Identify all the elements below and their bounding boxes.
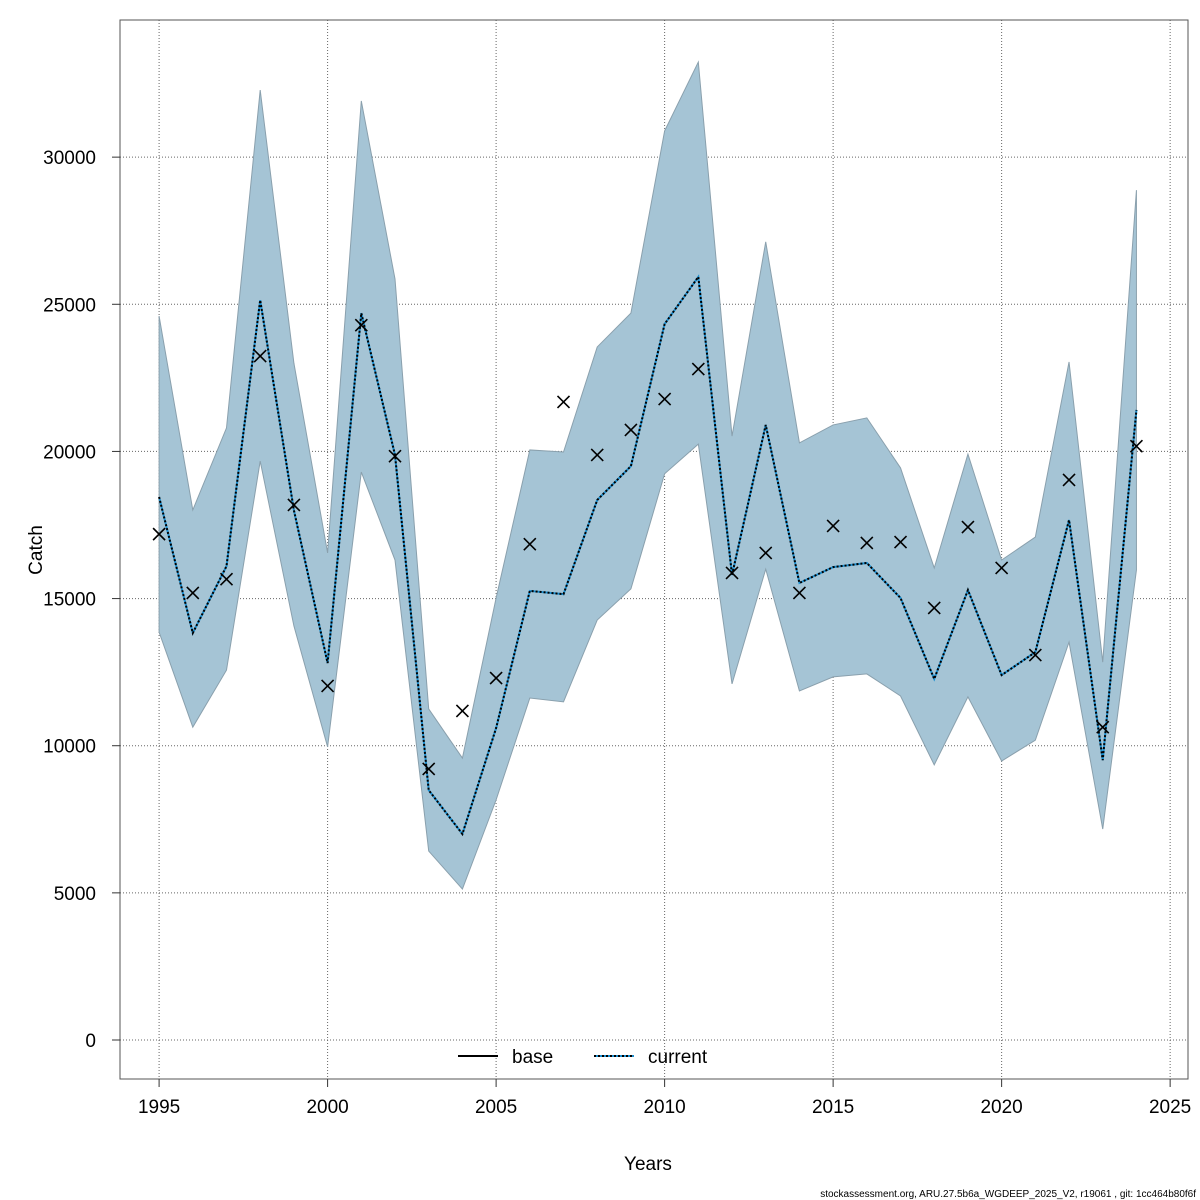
observed-point-stroke [287,498,301,512]
current-line-dots [158,274,1138,837]
observed-point [792,586,806,600]
observed-point-stroke [860,536,874,550]
observed-point [455,704,469,718]
y-tick-label: 20000 [43,442,96,463]
observed-point-stroke [219,572,234,586]
y-axis-label: Catch [26,525,47,575]
plot-frame [119,19,1189,1080]
footer-text: stockassessment.org, ARU.27.5b6a_WGDEEP_… [820,1189,1196,1200]
observed-point-stroke [725,566,739,580]
observed-point [186,586,200,600]
observed-point [927,601,941,615]
x-tick-label: 2010 [643,1097,685,1118]
observed-point-stroke [186,586,200,600]
observed-point [826,519,840,533]
observed-point [658,392,672,406]
observed-point [523,537,537,551]
x-tick-label: 2015 [812,1097,854,1118]
x-tick-label: 2020 [980,1097,1022,1118]
confidence-band [158,60,1137,890]
x-axis-label: Years [624,1154,672,1175]
observed-point-stroke [523,537,537,551]
legend: base current [458,1047,708,1068]
legend-base-label: base [512,1047,553,1068]
observed-point-stroke [489,671,503,685]
observed-point [287,498,301,512]
observed-point [489,671,503,685]
observed-point-stroke [961,520,975,534]
observed-point-stroke [388,449,402,463]
x-tick-label: 2025 [1149,1097,1191,1118]
observed-point [253,349,267,363]
observed-point-stroke [792,586,806,600]
observed-point-stroke [624,423,638,437]
observed-point [995,561,1009,575]
observed-point-stroke [1096,720,1110,734]
y-tick-label: 10000 [43,737,96,758]
observed-point [219,572,234,586]
observed-point-stroke [826,519,840,533]
observed-point [725,566,739,580]
y-axis: 0 5000 10000 15000 20000 25000 30000 [43,148,120,1052]
observed-point-stroke [691,362,705,376]
y-tick-label: 25000 [43,295,96,316]
observed-point [860,536,874,550]
observed-point [152,527,166,541]
observed-point-stroke [422,762,436,776]
observed-point-stroke [893,535,908,549]
observed-point [354,318,368,332]
observed-point-stroke [152,527,166,541]
observed-point-stroke [556,395,571,409]
observed-point [388,449,402,463]
observed-point-stroke [354,318,368,332]
observed-point-stroke [455,704,469,718]
observed-point-stroke [995,561,1009,575]
y-tick-label: 5000 [54,884,96,905]
observed-point [1129,439,1144,453]
observed-point-stroke [590,448,604,462]
observed-point [1062,473,1076,487]
legend-current-label: current [648,1047,708,1068]
observed-point [321,679,335,693]
y-tick-label: 30000 [43,148,96,169]
fitted-lines [158,274,1138,837]
y-tick-label: 15000 [43,590,96,611]
observed-point [422,762,436,776]
observed-point-stroke [1129,439,1144,453]
observed-point-stroke [1062,473,1076,487]
x-tick-label: 2005 [475,1097,517,1118]
observed-point-stroke [927,601,941,615]
observed-point-stroke [253,349,267,363]
observed-point-stroke [321,679,335,693]
observed-point [759,546,773,560]
observed-point [691,362,705,376]
x-tick-label: 2000 [306,1097,348,1118]
observed-point [893,535,908,549]
observed-point [556,395,571,409]
observed-point-stroke [1028,648,1042,662]
observed-point [590,448,604,462]
observed-point [1096,720,1110,734]
observed-point [961,520,975,534]
observed-point [1028,648,1042,662]
observed-point [624,423,638,437]
x-axis: 1995 2000 2005 2010 2015 2020 2025 [138,1079,1191,1118]
x-tick-label: 1995 [138,1097,180,1118]
observed-points [152,318,1144,776]
observed-point-stroke [658,392,672,406]
observed-point-stroke [759,546,773,560]
y-tick-label: 0 [85,1031,96,1052]
